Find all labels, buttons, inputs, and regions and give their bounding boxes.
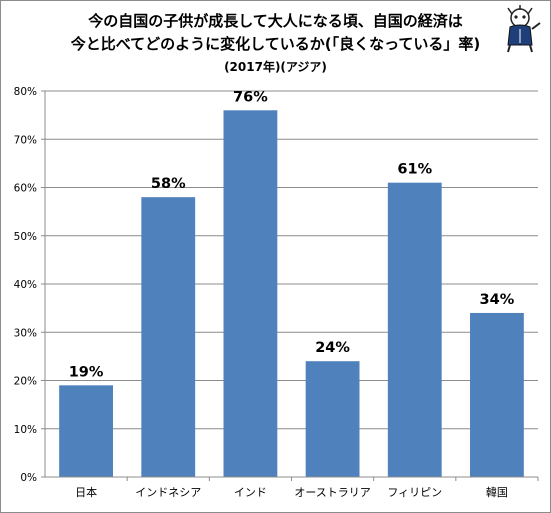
bar-value-label: 58% (151, 176, 186, 192)
bar (223, 110, 278, 478)
bars (59, 110, 524, 478)
y-tick-label: 20% (14, 376, 37, 388)
bar (470, 312, 524, 477)
gridlines (45, 90, 538, 430)
y-tick-label: 40% (14, 279, 37, 291)
y-tick-label: 80% (14, 86, 37, 98)
bar-value-label: 61% (397, 162, 432, 178)
bar-value-label: 24% (315, 340, 350, 356)
bar-value-label: 34% (480, 292, 515, 308)
bar (387, 182, 442, 478)
bar-value-label: 76% (233, 89, 268, 105)
bar-value-label: 19% (69, 364, 104, 380)
mascot-logo (507, 5, 541, 53)
y-tick-label: 0% (20, 472, 37, 484)
y-axis-ticks: 0% 10% 20% 30% 40% 50% 60% 70% 80% (14, 86, 37, 484)
title-line-2: 今と比べてどのように変化しているか(「良くなっている」率) (70, 35, 481, 53)
title-line-3: (2017年)(アジア) (224, 60, 327, 74)
y-tick-label: 50% (14, 231, 37, 243)
x-tick-label: オーストラリア (294, 486, 370, 499)
x-tick-label: インドネシア (135, 486, 201, 499)
x-tick-label: 韓国 (486, 486, 508, 499)
x-tick-label: 日本 (75, 485, 97, 499)
chart-title: 今の自国の子供が成長して大人になる頃、自国の経済は 今と比べてどのように変化して… (0, 10, 551, 78)
x-tick-label: フィリピン (387, 486, 442, 499)
y-tick-label: 60% (14, 183, 37, 195)
title-line-1: 今の自国の子供が成長して大人になる頃、自国の経済は (88, 12, 463, 30)
axes (41, 90, 539, 481)
bar (141, 197, 196, 477)
bar (305, 361, 360, 477)
y-tick-label: 70% (14, 134, 37, 146)
y-tick-label: 30% (14, 327, 37, 339)
y-tick-label: 10% (14, 424, 37, 436)
x-axis-labels: 日本 インドネシア インド オーストラリア フィリピン 韓国 (75, 485, 508, 499)
bar (59, 385, 113, 477)
x-tick-label: インド (234, 486, 267, 499)
value-labels: 19% 58% 76% 24% 61% 34% (69, 89, 515, 380)
